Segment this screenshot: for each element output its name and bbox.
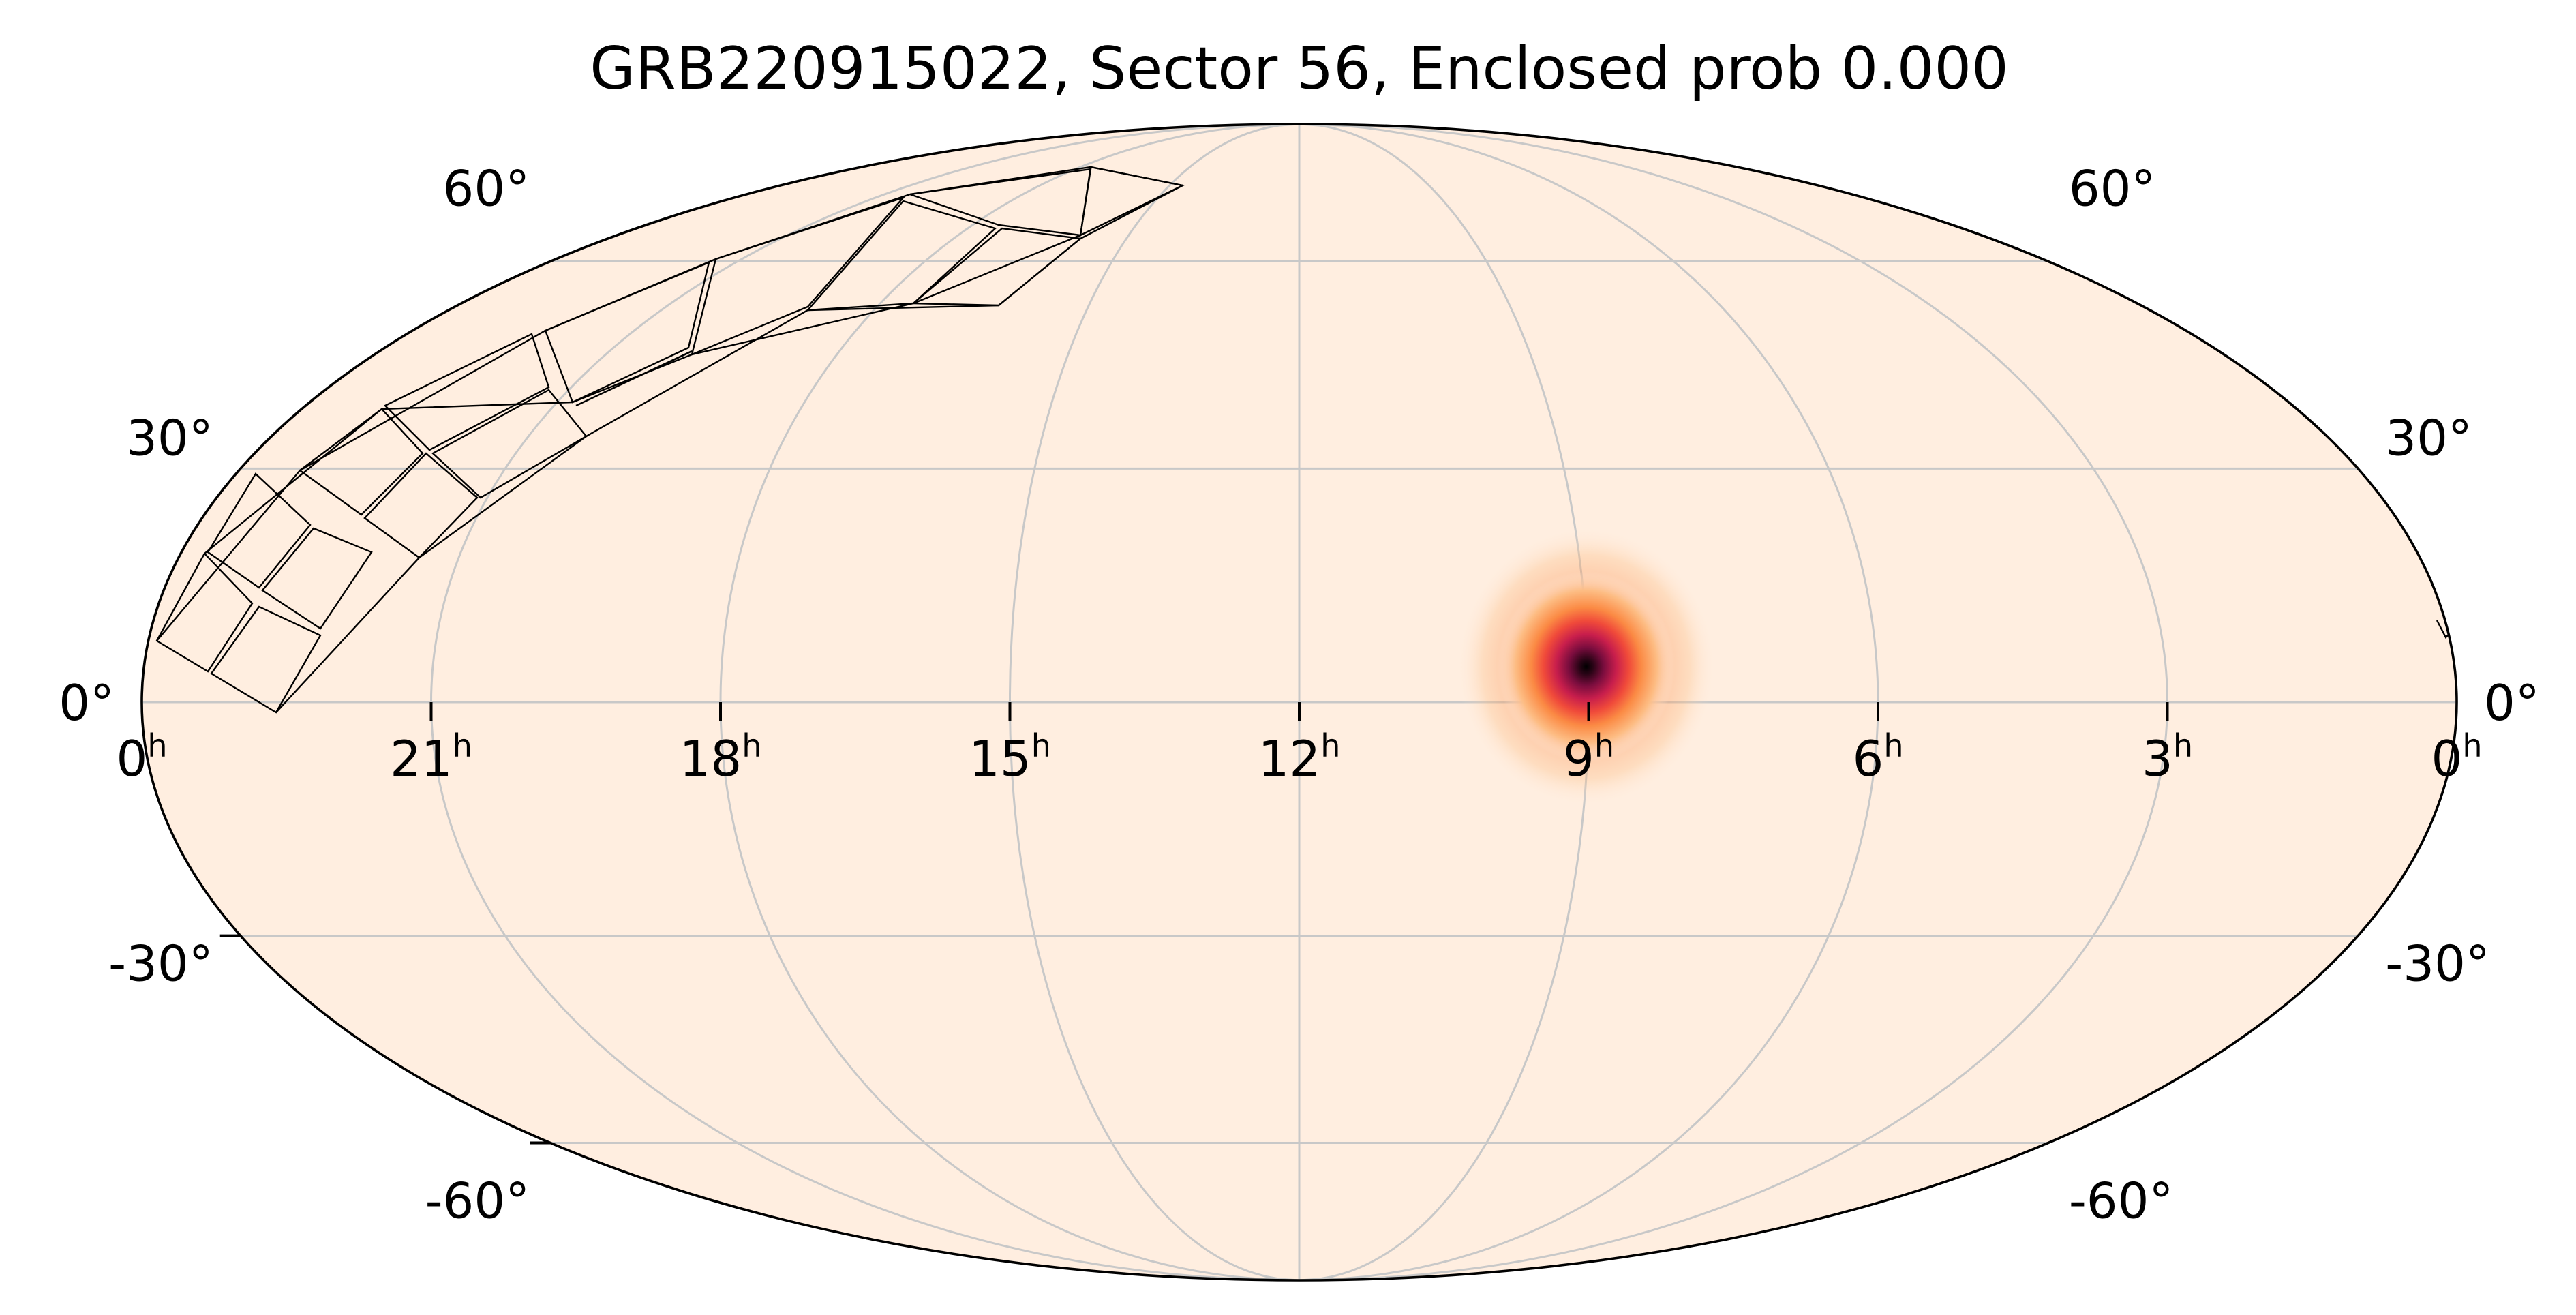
ra-label: 9h: [1563, 727, 1614, 787]
probability-peak-region: [1498, 571, 1675, 762]
ccd-footprint: [155, 551, 254, 673]
ra-label: 0h: [2431, 727, 2483, 787]
map-outline: [140, 123, 2458, 1282]
ra-label-value: 12: [1258, 730, 1321, 787]
ra-label: 3h: [2142, 727, 2193, 787]
ra-label-unit: h: [453, 727, 472, 764]
dec-label-left: -60°: [425, 1173, 530, 1230]
ra-label: 21h: [390, 727, 472, 787]
ra-label-unit: h: [1883, 727, 1903, 764]
ra-label-value: 15: [969, 730, 1031, 787]
ccd-footprint: [210, 605, 322, 714]
dec-axis-labels: 60° 60° 30° 30° 0° 0° -30° -30° -60° -60°: [59, 160, 2540, 1229]
chart-title: GRB220915022, Sector 56, Enclosed prob 0…: [590, 35, 2009, 103]
ra-label-unit: h: [2173, 727, 2193, 764]
dec-label-right: 30°: [2385, 409, 2472, 466]
dec-label-left: 0°: [59, 674, 115, 731]
ra-label: 18h: [680, 727, 762, 787]
sector-edge: [275, 184, 1183, 713]
ccd-footprint: [363, 452, 479, 559]
tess-sector-footprint: [155, 166, 2453, 714]
dec-label-right: 0°: [2484, 674, 2540, 731]
ra-label-value: 9: [1563, 730, 1594, 787]
ra-label: 0h: [117, 727, 168, 787]
ccd-footprint: [207, 472, 312, 589]
ra-label-unit: h: [1320, 727, 1340, 764]
dec-label-left: 60°: [443, 160, 530, 217]
ra-label-value: 3: [2142, 730, 2173, 787]
ra-label-value: 0: [117, 730, 148, 787]
ccd-footprint: [298, 408, 424, 516]
ra-label-unit: h: [2462, 727, 2482, 764]
ra-label-unit: h: [1031, 727, 1051, 764]
ra-label-value: 0: [2431, 730, 2463, 787]
ra-label: 15h: [969, 727, 1051, 787]
ra-label-unit: h: [1594, 727, 1614, 764]
ccd-footprint: [383, 333, 550, 451]
probability-map: [1457, 527, 1716, 806]
ra-label-unit: h: [147, 727, 167, 764]
ra-label-unit: h: [742, 727, 761, 764]
ra-axis-labels: 0h 21h 18h 15h 12h 9h 6h 3h 0h: [117, 727, 2483, 787]
ccd-footprint: [261, 527, 373, 630]
dec-label-right: 60°: [2069, 160, 2156, 217]
axis-ticks: [219, 702, 2169, 1145]
ra-label-value: 21: [390, 730, 453, 787]
ra-label: 6h: [1853, 727, 1904, 787]
ra-label: 12h: [1258, 727, 1341, 787]
dec-label-right: -60°: [2069, 1173, 2174, 1230]
ra-label-value: 18: [680, 730, 742, 787]
dec-label-left: -30°: [108, 935, 213, 993]
ra-label-value: 6: [1853, 730, 1884, 787]
sector-edge: [156, 166, 1183, 641]
sector-edge: [204, 234, 1081, 554]
dec-label-right: -30°: [2385, 935, 2490, 993]
ccd-footprint: [806, 200, 997, 312]
dec-label-left: 30°: [126, 409, 213, 466]
